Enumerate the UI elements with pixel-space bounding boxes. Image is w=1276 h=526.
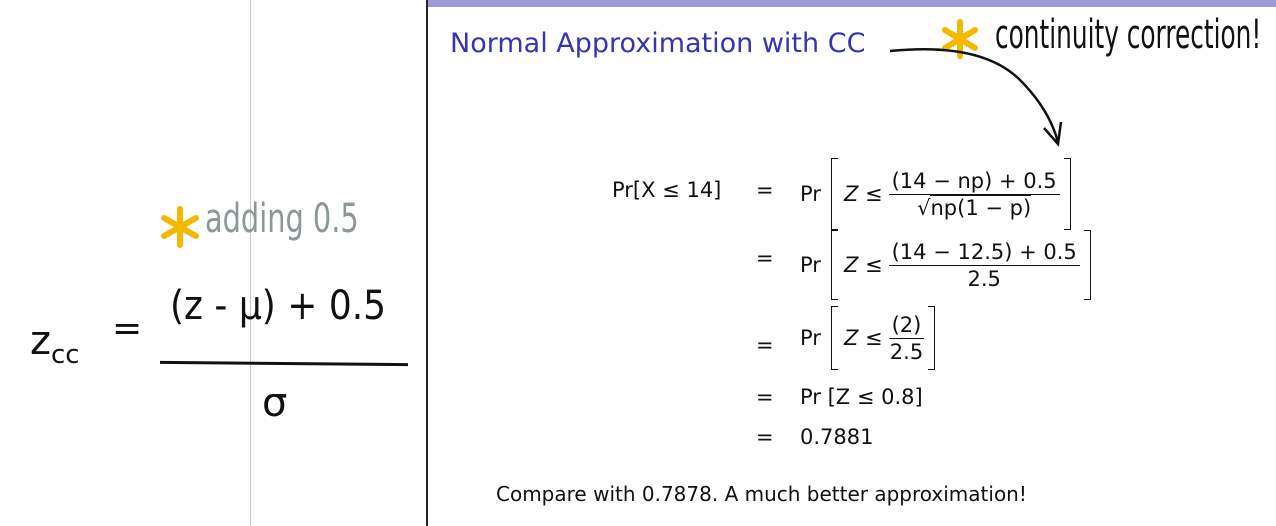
z-condition: Z ≤ [843, 326, 883, 350]
equals-sign: = [756, 246, 774, 270]
bracket: Z ≤ (2) 2.5 [830, 306, 936, 370]
panel-divider [426, 0, 428, 526]
formula-numerator: (z - μ) + 0.5 [170, 283, 387, 329]
fraction: (14 − np) + 0.5 √np(1 − p) [888, 168, 1060, 221]
equals-sign: = [756, 385, 774, 409]
numerator: (2) [888, 312, 925, 339]
bracket: Z ≤ (14 − np) + 0.5 √np(1 − p) [830, 158, 1071, 230]
equation-result: 0.7881 [800, 425, 874, 449]
equation-row-1: Pr Z ≤ (14 − np) + 0.5 √np(1 − p) [800, 158, 1071, 230]
denominator: 2.5 [967, 266, 1001, 291]
star-icon [161, 206, 199, 248]
formula-lhs: zcc [30, 318, 80, 370]
equals-sign: = [756, 333, 774, 357]
slide-top-bar [428, 0, 1276, 7]
numerator: (14 − 12.5) + 0.5 [888, 239, 1080, 266]
equation-row-3: Pr Z ≤ (2) 2.5 [800, 306, 936, 370]
equals-sign: = [756, 178, 774, 202]
fraction: (2) 2.5 [888, 312, 925, 365]
denominator: 2.5 [889, 339, 924, 364]
arrow-icon [889, 47, 1063, 147]
pr-label: Pr [800, 182, 821, 206]
equation-lhs: Pr[X ≤ 14] [612, 178, 722, 202]
notes-panel [0, 0, 427, 526]
pr-label: Pr [800, 326, 821, 350]
equals-sign: = [756, 425, 774, 449]
z-condition: Z ≤ [843, 182, 883, 206]
adding-note: adding 0.5 [205, 196, 359, 242]
continuity-note: continuity correction! [995, 12, 1262, 58]
guide-line [250, 0, 251, 526]
comparison-text: Compare with 0.7878. A much better appro… [496, 482, 1027, 506]
star-icon [942, 19, 978, 59]
z-condition: Z ≤ [843, 253, 883, 277]
numerator: (14 − np) + 0.5 [888, 168, 1060, 195]
slide-title: Normal Approximation with CC [450, 28, 866, 59]
fraction: (14 − 12.5) + 0.5 2.5 [888, 239, 1080, 292]
pr-label: Pr [800, 253, 821, 277]
bracket: Z ≤ (14 − 12.5) + 0.5 2.5 [830, 230, 1091, 300]
equation-row-4: Pr [Z ≤ 0.8] [800, 385, 923, 409]
formula-denominator: σ [262, 380, 288, 426]
denominator: √np(1 − p) [917, 194, 1032, 220]
equation-row-2: Pr Z ≤ (14 − 12.5) + 0.5 2.5 [800, 230, 1091, 300]
formula-equals: = [112, 308, 143, 349]
